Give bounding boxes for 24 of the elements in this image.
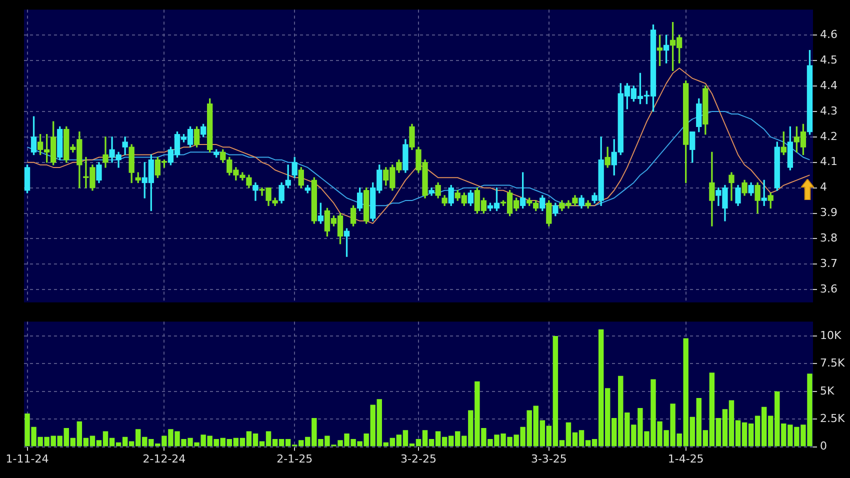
- y-tick-label: 3.9: [820, 206, 838, 220]
- y-tick-label: 5K: [820, 384, 835, 398]
- x-tick-label: 3-2-25: [400, 452, 436, 466]
- y-tick-label: 4.4: [820, 78, 838, 92]
- y-tick-label: 3.8: [820, 232, 838, 245]
- y-tick-label: 4: [820, 180, 827, 194]
- x-tick-label: 1-11-24: [6, 452, 49, 466]
- y-tick-label: 4.6: [820, 28, 838, 41]
- y-tick-label: 2.5K: [820, 412, 846, 425]
- y-tick-label: 4.2: [820, 130, 838, 143]
- y-tick-label: 7.5K: [820, 356, 846, 370]
- x-tick-label: 2-12-24: [142, 452, 186, 466]
- candlestick: [709, 152, 715, 226]
- y-tick-label: 3.7: [820, 257, 838, 270]
- y-tick-label: 4.3: [820, 104, 838, 118]
- candlestick: [102, 136, 108, 168]
- y-tick-label: 4.5: [820, 53, 838, 66]
- x-tick-label: 3-3-25: [530, 452, 567, 466]
- x-tick-label: 2-1-25: [276, 452, 313, 466]
- y-tick-label: 4.1: [820, 155, 838, 168]
- y-tick-label: 3.6: [820, 282, 838, 296]
- x-tick-label: 1-4-25: [668, 452, 704, 466]
- y-tick-label: 0: [820, 440, 827, 453]
- y-tick-label: 10K: [820, 328, 842, 342]
